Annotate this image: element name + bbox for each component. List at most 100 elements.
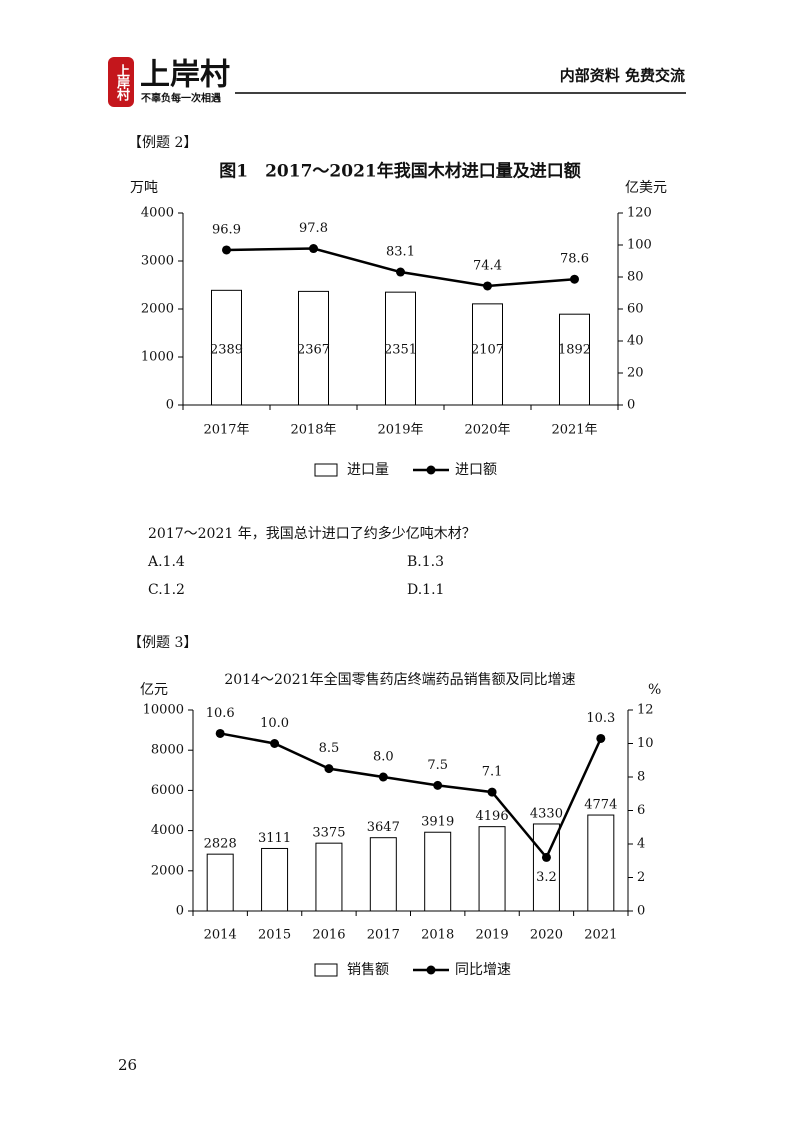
y2-tick-label: 100 — [627, 238, 652, 253]
legend-label: 进口额 — [455, 462, 497, 478]
bar-label: 1892 — [558, 343, 591, 358]
bar-label: 3375 — [312, 826, 345, 841]
y2-tick-label: 60 — [627, 302, 644, 317]
x-tick-label: 2016 — [312, 928, 345, 943]
y-tick-label: 10000 — [143, 703, 184, 718]
y2-tick-label: 4 — [637, 837, 645, 852]
line-marker — [396, 267, 405, 277]
x-tick-label: 2019年 — [377, 423, 423, 438]
legend-label: 进口量 — [347, 462, 389, 478]
line-marker — [570, 274, 579, 284]
line-marker — [309, 244, 318, 254]
bar-label: 3111 — [258, 831, 291, 846]
y-tick-label: 4000 — [141, 206, 174, 221]
bar-label: 2367 — [297, 343, 330, 358]
line-label: 10.3 — [586, 711, 615, 726]
y2-tick-label: 40 — [627, 334, 644, 349]
line-marker — [270, 739, 280, 748]
x-tick-label: 2017 — [367, 928, 400, 943]
line-label: 83.1 — [386, 245, 415, 260]
bar — [206, 853, 234, 912]
option: A.1.4 — [147, 554, 185, 570]
example-heading: 【例题 2】 — [128, 135, 197, 151]
line-marker — [483, 281, 492, 291]
option: B.1.3 — [407, 554, 444, 570]
bar-label: 2389 — [210, 343, 243, 358]
legend-swatch — [426, 965, 436, 975]
line-label: 74.4 — [473, 258, 502, 273]
bar — [261, 847, 289, 912]
y-tick-label: 2000 — [151, 863, 184, 878]
logo-seal: 上岸村 — [108, 57, 134, 107]
bar — [587, 814, 615, 912]
line-marker — [215, 728, 225, 738]
x-tick-label: 2017年 — [203, 423, 249, 438]
y-axis-unit: 万吨 — [130, 180, 158, 196]
bar-label: 4774 — [584, 798, 617, 813]
bar-label: 2351 — [384, 343, 417, 358]
y2-tick-label: 12 — [637, 703, 654, 718]
y-axis-unit: 亿元 — [140, 682, 168, 698]
legend-swatch — [314, 963, 338, 977]
line-label: 8.0 — [373, 750, 394, 765]
line-marker — [541, 852, 551, 862]
line-label: 10.6 — [206, 706, 235, 721]
example-heading: 【例题 3】 — [128, 635, 197, 651]
x-tick-label: 2015 — [258, 928, 291, 943]
page-number: 26 — [118, 1056, 137, 1074]
y2-tick-label: 0 — [637, 904, 645, 919]
y-tick-label: 0 — [166, 398, 174, 413]
option: C.1.2 — [148, 582, 185, 598]
line-label: 96.9 — [212, 222, 241, 237]
line-label: 10.0 — [260, 716, 289, 731]
x-tick-label: 2014 — [204, 928, 237, 943]
bar — [424, 831, 452, 912]
x-tick-label: 2019 — [476, 928, 509, 943]
y2-tick-label: 20 — [627, 366, 644, 381]
line-label: 3.2 — [536, 870, 557, 885]
y-tick-label: 8000 — [151, 743, 184, 758]
chart-title: 图1 2017～2021年我国木材进口量及进口额 — [219, 161, 580, 182]
bar-label: 2107 — [471, 343, 504, 358]
legend-swatch — [314, 463, 338, 477]
bar-label: 3647 — [367, 820, 400, 835]
y-tick-label: 4000 — [151, 823, 184, 838]
line-label: 7.1 — [482, 765, 503, 780]
legend-swatch — [426, 465, 436, 475]
bar-label: 4196 — [476, 809, 509, 824]
line-marker — [487, 787, 497, 797]
x-tick-label: 2018年 — [290, 423, 336, 438]
bar — [369, 837, 397, 912]
slogan: 不辜负每一次相遇 — [141, 92, 221, 105]
y2-tick-label: 2 — [637, 870, 645, 885]
line-marker — [433, 780, 443, 790]
line-marker — [378, 772, 388, 782]
line-marker — [596, 733, 606, 743]
legend-label: 同比增速 — [455, 962, 511, 978]
bar — [559, 313, 590, 406]
y2-tick-label: 10 — [637, 736, 654, 751]
legend-label: 销售额 — [347, 962, 389, 978]
y-tick-label: 6000 — [151, 783, 184, 798]
chart-title: 2014～2021年全国零售药店终端药品销售额及同比增速 — [224, 671, 575, 688]
x-tick-label: 2021 — [584, 928, 617, 943]
x-tick-label: 2020 — [530, 928, 563, 943]
y-tick-label: 0 — [176, 904, 184, 919]
y2-tick-label: 8 — [637, 770, 645, 785]
header-note: 内部资料 免费交流 — [560, 67, 685, 85]
y2-tick-label: 80 — [627, 270, 644, 285]
line-label: 7.5 — [427, 758, 448, 773]
x-tick-label: 2018 — [421, 928, 454, 943]
y-tick-label: 3000 — [141, 254, 174, 269]
y-tick-label: 1000 — [141, 350, 174, 365]
bar — [298, 290, 329, 406]
y2-tick-label: 120 — [627, 206, 652, 221]
bar — [315, 842, 343, 912]
bar-label: 2828 — [204, 837, 237, 852]
line — [219, 732, 602, 860]
bar — [472, 303, 503, 406]
x-tick-label: 2020年 — [464, 423, 510, 438]
line-label: 8.5 — [319, 741, 340, 756]
